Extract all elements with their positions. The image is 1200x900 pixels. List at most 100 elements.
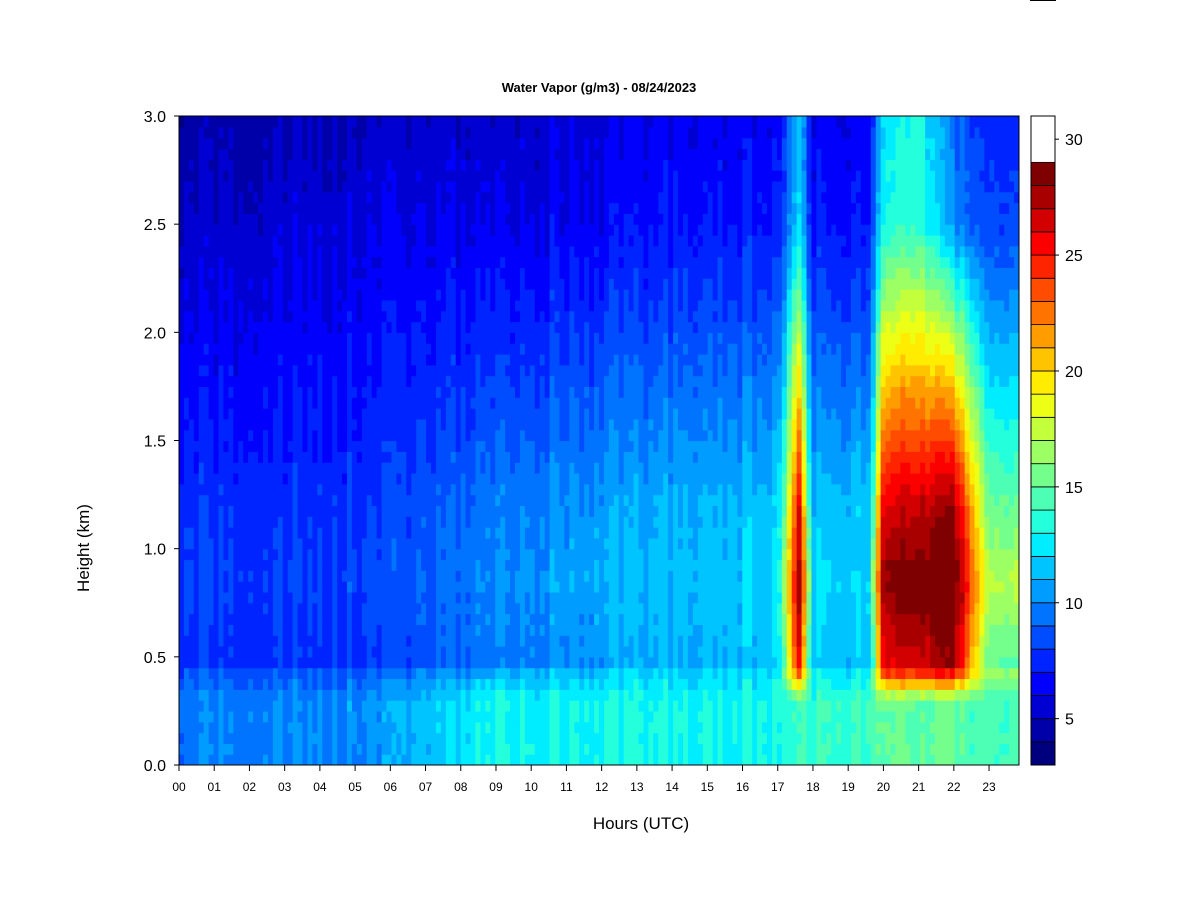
heatmap-cell	[272, 353, 279, 366]
heatmap-cell	[248, 667, 254, 680]
heatmap-cell	[564, 375, 570, 388]
heatmap-cell	[579, 537, 585, 550]
heatmap-cell	[490, 116, 496, 128]
heatmap-cell	[539, 559, 546, 571]
heatmap-cell	[445, 548, 452, 561]
heatmap-cell	[485, 646, 491, 658]
heatmap-cell	[208, 537, 215, 550]
heatmap-cell	[376, 116, 383, 128]
heatmap-cell	[297, 462, 304, 474]
heatmap-cell	[529, 180, 536, 193]
heatmap-cell	[510, 224, 516, 236]
heatmap-cell	[287, 126, 294, 139]
heatmap-cell	[505, 667, 511, 680]
heatmap-cell	[440, 245, 447, 258]
heatmap-cell	[554, 700, 561, 712]
heatmap-cell	[386, 505, 393, 517]
heatmap-cell	[450, 180, 457, 193]
heatmap-cell	[396, 267, 402, 279]
heatmap-cell	[554, 256, 561, 269]
heatmap-cell	[554, 408, 561, 420]
heatmap-cell	[510, 472, 516, 485]
heatmap-cell	[203, 570, 210, 582]
heatmap-cell	[495, 624, 501, 636]
heatmap-cell	[228, 516, 234, 528]
heatmap-cell	[515, 710, 521, 723]
heatmap-cell	[183, 743, 190, 755]
heatmap-cell	[282, 234, 289, 247]
heatmap-cell	[455, 494, 462, 506]
heatmap-cell	[332, 451, 338, 463]
heatmap-cell	[470, 245, 477, 258]
heatmap-cell	[371, 678, 378, 690]
heatmap-cell	[282, 310, 289, 323]
heatmap-cell	[327, 570, 333, 582]
heatmap-cell	[579, 548, 585, 561]
heatmap-cell	[524, 289, 531, 301]
heatmap-cell	[179, 310, 185, 323]
heatmap-cell	[317, 700, 323, 712]
heatmap-cell	[337, 624, 343, 636]
heatmap-cell	[351, 581, 358, 593]
heatmap-cell	[524, 527, 531, 539]
heatmap-cell	[233, 591, 239, 604]
heatmap-cell	[426, 180, 432, 193]
heatmap-cell	[445, 710, 452, 723]
heatmap-cell	[307, 343, 314, 355]
heatmap-cell	[391, 591, 398, 604]
heatmap-cell	[440, 505, 447, 517]
heatmap-cell	[248, 624, 254, 636]
heatmap-cell	[248, 321, 254, 333]
heatmap-cell	[396, 678, 402, 690]
heatmap-cell	[263, 646, 269, 658]
heatmap-cell	[356, 353, 363, 366]
heatmap-cell	[480, 353, 486, 366]
heatmap-cell	[574, 527, 580, 539]
heatmap-cell	[253, 591, 259, 604]
heatmap-cell	[569, 635, 575, 647]
heatmap-cell	[263, 613, 269, 625]
heatmap-cell	[233, 732, 239, 744]
heatmap-cell	[534, 245, 541, 258]
heatmap-cell	[485, 343, 491, 355]
heatmap-cell	[213, 148, 220, 160]
heatmap-cell	[258, 397, 264, 409]
heatmap-cell	[371, 364, 378, 377]
heatmap-cell	[445, 202, 452, 214]
heatmap-cell	[193, 397, 200, 409]
heatmap-cell	[302, 191, 309, 204]
heatmap-cell	[460, 202, 467, 214]
heatmap-cell	[238, 721, 244, 734]
heatmap-cell	[534, 234, 541, 247]
heatmap-cell	[445, 581, 452, 593]
heatmap-cell	[381, 440, 388, 452]
heatmap-cell	[213, 278, 220, 290]
heatmap-cell	[426, 602, 432, 615]
heatmap-cell	[386, 116, 393, 128]
heatmap-cell	[302, 213, 309, 225]
heatmap-cell	[332, 234, 338, 247]
heatmap-cell	[272, 256, 279, 269]
heatmap-cell	[282, 494, 289, 506]
heatmap-cell	[584, 732, 590, 744]
heatmap-cell	[208, 116, 215, 128]
heatmap-cell	[421, 364, 427, 377]
heatmap-cell	[322, 613, 328, 625]
heatmap-cell	[302, 159, 309, 171]
heatmap-cell	[287, 602, 294, 615]
heatmap-cell	[519, 375, 526, 388]
heatmap-cell	[253, 613, 259, 625]
heatmap-cell	[183, 191, 190, 204]
heatmap-cell	[564, 494, 570, 506]
heatmap-cell	[396, 451, 402, 463]
heatmap-cell	[435, 494, 442, 506]
heatmap-cell	[534, 602, 541, 615]
heatmap-cell	[470, 148, 477, 160]
heatmap-cell	[371, 646, 378, 658]
heatmap-cell	[267, 397, 274, 409]
heatmap-cell	[356, 527, 363, 539]
heatmap-cell	[366, 299, 373, 312]
heatmap-cell	[218, 624, 225, 636]
heatmap-cell	[317, 581, 323, 593]
heatmap-cell	[238, 299, 244, 312]
